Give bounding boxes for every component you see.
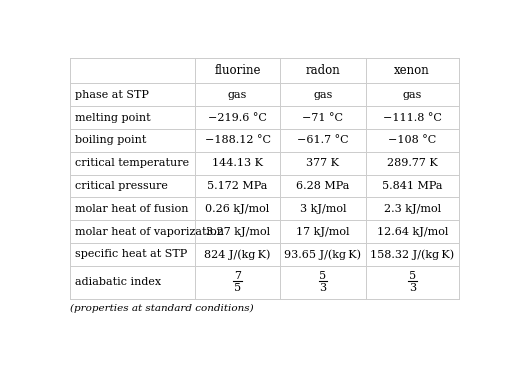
Text: 93.65 J/(kg K): 93.65 J/(kg K) bbox=[284, 249, 361, 260]
Text: −61.7 °C: −61.7 °C bbox=[297, 135, 349, 146]
Text: −219.6 °C: −219.6 °C bbox=[208, 112, 267, 123]
Text: 3: 3 bbox=[409, 283, 416, 293]
Text: −188.12 °C: −188.12 °C bbox=[205, 135, 271, 146]
Text: 7: 7 bbox=[234, 271, 241, 281]
Text: 5.172 MPa: 5.172 MPa bbox=[207, 181, 268, 191]
Text: fluorine: fluorine bbox=[215, 64, 261, 77]
Text: xenon: xenon bbox=[394, 64, 430, 77]
Text: boiling point: boiling point bbox=[75, 135, 146, 146]
Text: 824 J/(kg K): 824 J/(kg K) bbox=[204, 249, 271, 260]
Text: gas: gas bbox=[313, 90, 333, 100]
Text: 144.13 K: 144.13 K bbox=[212, 158, 263, 168]
Text: melting point: melting point bbox=[75, 112, 151, 123]
Text: 5: 5 bbox=[319, 271, 327, 281]
Text: 158.32 J/(kg K): 158.32 J/(kg K) bbox=[370, 249, 454, 260]
Text: radon: radon bbox=[306, 64, 340, 77]
Text: (properties at standard conditions): (properties at standard conditions) bbox=[70, 304, 253, 313]
Text: 5.841 MPa: 5.841 MPa bbox=[382, 181, 442, 191]
Text: −71 °C: −71 °C bbox=[303, 112, 344, 123]
Text: 377 K: 377 K bbox=[306, 158, 339, 168]
Text: 0.26 kJ/mol: 0.26 kJ/mol bbox=[205, 204, 270, 214]
Text: 2.3 kJ/mol: 2.3 kJ/mol bbox=[383, 204, 441, 214]
Text: adiabatic index: adiabatic index bbox=[75, 278, 161, 288]
Text: phase at STP: phase at STP bbox=[75, 90, 148, 100]
Text: 12.64 kJ/mol: 12.64 kJ/mol bbox=[376, 226, 448, 237]
Text: −111.8 °C: −111.8 °C bbox=[383, 112, 442, 123]
Text: 17 kJ/mol: 17 kJ/mol bbox=[296, 226, 350, 237]
Text: molar heat of fusion: molar heat of fusion bbox=[75, 204, 188, 214]
Text: critical pressure: critical pressure bbox=[75, 181, 167, 191]
Text: 6.28 MPa: 6.28 MPa bbox=[296, 181, 350, 191]
Text: critical temperature: critical temperature bbox=[75, 158, 189, 168]
Text: −108 °C: −108 °C bbox=[388, 135, 436, 146]
Text: 5: 5 bbox=[234, 283, 241, 293]
Text: 3: 3 bbox=[319, 283, 327, 293]
Text: 3.27 kJ/mol: 3.27 kJ/mol bbox=[205, 226, 270, 237]
Text: 289.77 K: 289.77 K bbox=[387, 158, 438, 168]
Text: gas: gas bbox=[228, 90, 247, 100]
Text: 3 kJ/mol: 3 kJ/mol bbox=[300, 204, 346, 214]
Text: molar heat of vaporization: molar heat of vaporization bbox=[75, 226, 224, 237]
Text: gas: gas bbox=[402, 90, 422, 100]
Text: specific heat at STP: specific heat at STP bbox=[75, 249, 187, 259]
Text: 5: 5 bbox=[409, 271, 416, 281]
